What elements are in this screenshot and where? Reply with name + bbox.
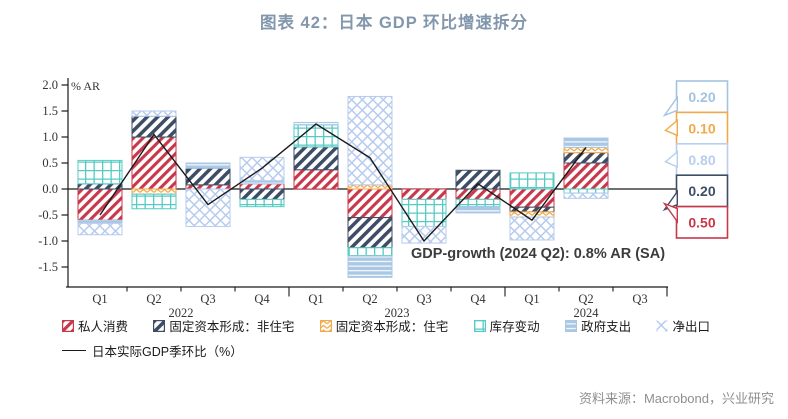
nonresidential-capex-swatch-icon: [153, 319, 166, 332]
svg-text:Q1: Q1: [308, 292, 323, 306]
svg-text:2022: 2022: [169, 306, 194, 320]
legend-row-series: 私人消费 固定资本形成：非住宅 固定资本形成：住宅 库存变动 政府支出 净出口: [62, 316, 710, 335]
page-title: 图表 42：日本 GDP 环比增速拆分: [259, 14, 529, 32]
legend-item-nonresidential-capex: 固定资本形成：非住宅: [153, 316, 294, 335]
svg-text:1.5: 1.5: [42, 104, 58, 118]
source-note: 资料来源：Macrobond，兴业研究: [578, 391, 774, 406]
svg-text:0.80: 0.80: [688, 152, 715, 168]
svg-text:0.5: 0.5: [42, 156, 58, 170]
legend-item-residential-capex: 固定资本形成：住宅: [319, 316, 449, 335]
legend-item-private-consumption: 私人消费: [62, 316, 128, 335]
private-consumption-swatch-icon: [62, 319, 74, 332]
svg-text:0.50: 0.50: [688, 215, 715, 231]
svg-text:Q2: Q2: [362, 292, 377, 306]
callout-boxes: 0.20 0.10 0.80 0.20 0.50: [662, 80, 729, 239]
legend: 私人消费 固定资本形成：非住宅 固定资本形成：住宅 库存变动 政府支出 净出口 …: [62, 316, 710, 360]
gdp-line: [99, 123, 587, 243]
svg-text:2024: 2024: [574, 306, 600, 320]
svg-text:Q1: Q1: [92, 292, 107, 306]
legend-label: 固定资本形成：非住宅: [169, 320, 295, 334]
residential-capex-swatch-icon: [319, 319, 332, 332]
legend-label: 净出口: [672, 320, 710, 334]
svg-text:-1.0: -1.0: [38, 234, 58, 248]
svg-text:Q3: Q3: [200, 292, 215, 306]
svg-text:1.0: 1.0: [42, 130, 58, 144]
svg-text:0.20: 0.20: [688, 183, 715, 199]
svg-text:0.0: 0.0: [42, 182, 58, 196]
svg-text:Q1: Q1: [524, 292, 539, 306]
svg-text:Q2: Q2: [146, 292, 161, 306]
svg-text:Q3: Q3: [416, 292, 431, 306]
svg-text:Q3: Q3: [632, 292, 647, 306]
government-spending-swatch-icon: [565, 319, 578, 332]
svg-text:Q4: Q4: [254, 292, 270, 306]
legend-label: 私人消费: [78, 320, 129, 334]
net-exports-swatch-icon: [656, 320, 668, 331]
legend-row-line: 日本实际GDP季环比（%）: [62, 341, 710, 360]
inventory-change-swatch-icon: [473, 319, 486, 332]
gdp-growth-annotation: GDP-growth (2024 Q2): 0.8% AR (SA): [410, 246, 666, 262]
svg-text:2023: 2023: [385, 306, 410, 320]
svg-text:-1.5: -1.5: [38, 260, 58, 274]
svg-text:0.20: 0.20: [688, 89, 715, 105]
svg-text:2.0: 2.0: [42, 78, 58, 92]
legend-item-inventory-change: 库存变动: [473, 316, 540, 335]
svg-text:% AR: % AR: [71, 79, 100, 93]
gdp-line-swatch-icon: [62, 350, 86, 351]
legend-label-gdp-line: 日本实际GDP季环比（%）: [92, 345, 243, 359]
legend-item-net-exports: 净出口: [656, 316, 710, 335]
svg-text:0.10: 0.10: [688, 120, 715, 136]
legend-label: 政府支出: [581, 320, 632, 334]
svg-text:Q2: Q2: [578, 292, 593, 306]
svg-text:Q4: Q4: [470, 292, 486, 306]
stacked-bars: [77, 95, 609, 278]
svg-text:-0.5: -0.5: [38, 208, 58, 222]
legend-label: 库存变动: [489, 320, 540, 334]
legend-item-government-spending: 政府支出: [565, 316, 631, 335]
legend-label: 固定资本形成：住宅: [335, 320, 449, 334]
